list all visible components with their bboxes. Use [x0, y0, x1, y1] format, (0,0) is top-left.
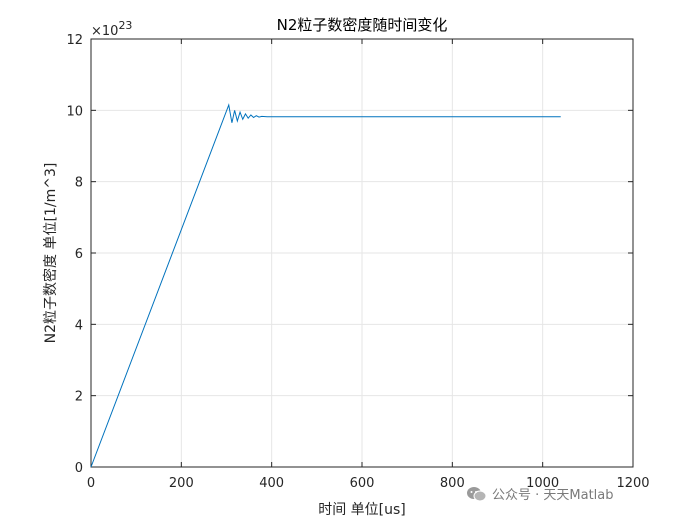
x-tick-label-2: 400 — [259, 476, 284, 491]
x-tick-labels: 0 200 400 600 800 1000 1200 — [87, 476, 650, 491]
y-tick-label-1: 2 — [75, 390, 83, 405]
y-exponent: ×1023 — [91, 19, 132, 39]
y-tick-labels: 0 2 4 6 8 10 12 — [66, 33, 83, 476]
series-line — [90, 103, 561, 468]
x-tick-label-5: 1000 — [526, 476, 559, 491]
y-exponent-base: ×10 — [91, 24, 118, 39]
y-tick-label-4: 8 — [75, 176, 83, 191]
x-tick-label-1: 200 — [169, 476, 194, 491]
wechat-icon — [467, 486, 487, 501]
y-tick-label-0: 0 — [75, 461, 83, 476]
y-axis-label: N2粒子数密度 单位[1/m^3] — [42, 163, 59, 344]
y-tick-label-6: 12 — [66, 33, 83, 48]
y-exponent-power: 23 — [118, 19, 132, 32]
x-axis-label: 时间 单位[us] — [318, 502, 406, 518]
y-tick-label-3: 6 — [75, 247, 83, 262]
x-tick-label-4: 800 — [440, 476, 465, 491]
y-tick-label-2: 4 — [75, 318, 83, 333]
x-tick-label-3: 600 — [350, 476, 375, 491]
x-tick-label-0: 0 — [87, 476, 95, 491]
y-tick-label-5: 10 — [66, 104, 83, 119]
tick-marks — [90, 38, 634, 468]
watermark: 公众号 · 天天Matlab — [466, 484, 614, 503]
watermark-text: 公众号 · 天天Matlab — [492, 488, 614, 503]
x-tick-label-6: 1200 — [616, 476, 649, 491]
grid-lines — [91, 39, 633, 467]
chart-title: N2粒子数密度随时间变化 — [277, 16, 448, 34]
